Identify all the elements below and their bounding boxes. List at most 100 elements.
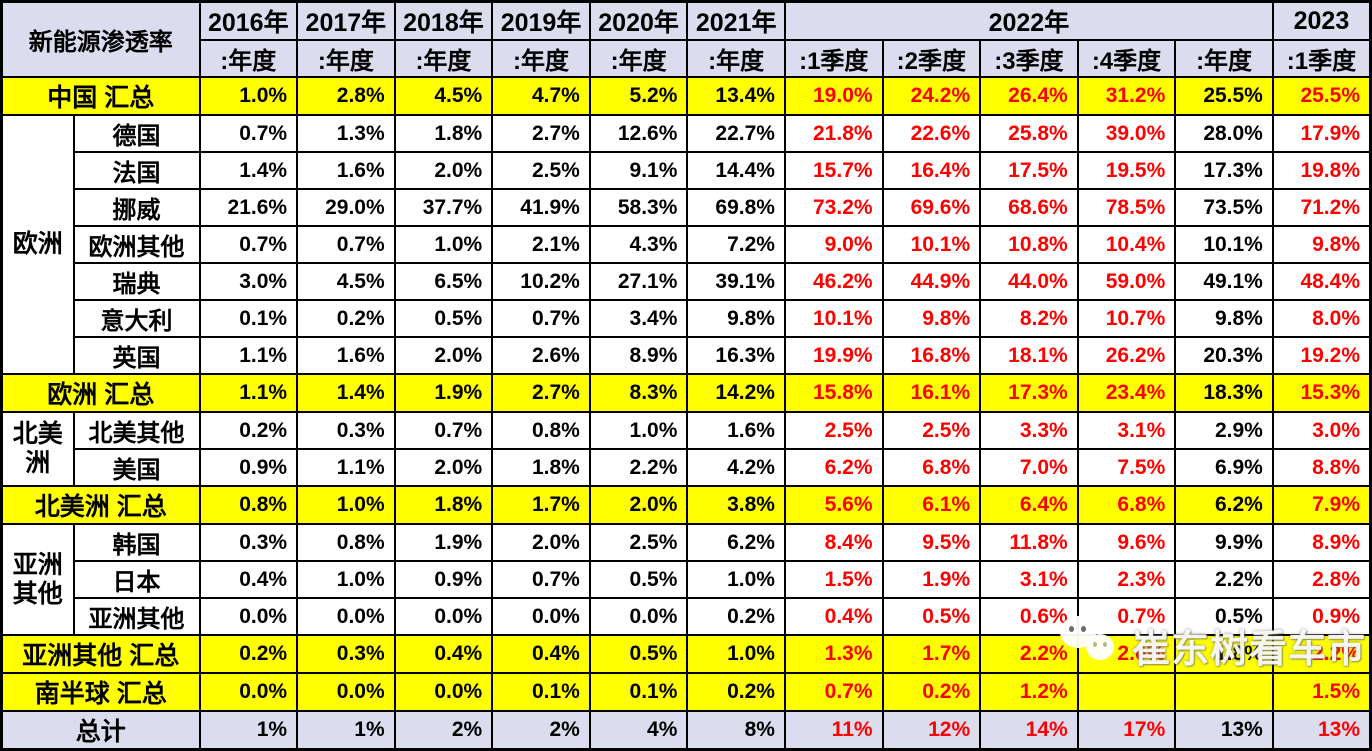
value-cell: 1.0% [686, 634, 786, 674]
value-cell: 0.0% [588, 597, 689, 636]
value-cell: 2.3% [1076, 560, 1177, 599]
value-cell: 13.4% [686, 76, 786, 116]
value-cell: 9.1% [588, 151, 689, 190]
value-cell [1174, 672, 1274, 712]
region-group-label: 欧洲 [0, 114, 75, 375]
value-cell: 9.0% [783, 225, 884, 264]
country-row-label: 意大利 [72, 299, 201, 338]
value-cell: 1.0% [393, 225, 494, 264]
value-cell: 0.4% [198, 560, 299, 599]
value-cell: 3.3% [979, 411, 1079, 450]
value-cell: 1.5% [783, 560, 884, 599]
total-row-label: 总计 [0, 710, 201, 751]
value-cell: 8.3% [588, 373, 689, 413]
value-cell: 0.3% [198, 523, 299, 562]
value-cell: 0.9% [1271, 597, 1372, 636]
value-cell: 6.2% [686, 523, 786, 562]
value-cell: 6.2% [1174, 485, 1274, 525]
value-cell: 1.9% [881, 560, 982, 599]
value-cell: 1% [296, 710, 396, 751]
value-cell: 1.0% [588, 411, 689, 450]
value-cell: 41.9% [491, 188, 591, 227]
value-cell: 19.8% [1271, 151, 1372, 190]
value-cell: 7.2% [686, 225, 786, 264]
period-header-col9: :4季度 [1076, 39, 1177, 78]
period-header-col5: :年度 [686, 39, 786, 78]
value-cell: 3.0% [1271, 411, 1372, 450]
value-cell: 3.4% [588, 299, 689, 338]
value-cell: 1% [198, 710, 299, 751]
value-cell: 2.2% [1271, 634, 1372, 674]
value-cell: 0.2% [881, 672, 982, 712]
value-cell: 19.0% [783, 76, 884, 116]
value-cell: 24.2% [881, 76, 982, 116]
value-cell: 2.0% [393, 336, 494, 375]
value-cell: 0.5% [1174, 597, 1274, 636]
value-cell: 16.4% [881, 151, 982, 190]
value-cell: 6.9% [1174, 448, 1274, 487]
value-cell: 0.7% [783, 672, 884, 712]
value-cell: 27.1% [588, 262, 689, 301]
table-row: 总计 1% 1% 2% 2% 4% 8% 11% 12% 14% 17% 13% 13% [0, 710, 1372, 751]
value-cell: 2.0% [393, 448, 494, 487]
table-row: 意大利 0.1% 0.2% 0.5% 0.7% 3.4% 9.8% 10.1% 9.8% 8.2%… [2, 299, 1372, 338]
value-cell: 0.0% [296, 597, 396, 636]
value-cell: 2.2% [588, 448, 689, 487]
value-cell: 1.7% [881, 634, 982, 674]
value-cell: 0.5% [588, 560, 689, 599]
value-cell: 14.2% [686, 373, 786, 413]
value-cell: 11% [783, 710, 884, 751]
value-cell: 1.3% [296, 114, 396, 153]
value-cell: 0.7% [1076, 597, 1177, 636]
value-cell: 1.8% [393, 485, 494, 525]
value-cell: 2.8% [296, 76, 396, 116]
value-cell: 1.2% [979, 672, 1079, 712]
year-header-2016: 2016年 [198, 0, 299, 41]
value-cell: 17.9% [1271, 114, 1372, 153]
value-cell: 8.4% [783, 523, 884, 562]
value-cell: 1.0% [198, 76, 299, 116]
table-row: 法国 1.4% 1.6% 2.0% 2.5% 9.1% 14.4% 15.7% 16.4% 17.… [2, 151, 1372, 190]
value-cell: 0.4% [783, 597, 884, 636]
value-cell: 17.3% [1174, 151, 1274, 190]
value-cell: 15.8% [783, 373, 884, 413]
value-cell: 13% [1271, 710, 1372, 751]
year-header-2022: 2022年 [783, 0, 1274, 41]
value-cell: 7.5% [1076, 448, 1177, 487]
value-cell: 0.2% [686, 672, 786, 712]
value-cell: 7.0% [979, 448, 1079, 487]
value-cell: 2.6% [491, 336, 591, 375]
value-cell: 0.0% [296, 672, 396, 712]
value-cell: 3.0% [198, 262, 299, 301]
value-cell: 17.5% [979, 151, 1079, 190]
year-header-2019: 2019年 [491, 0, 591, 41]
country-row-label: 亚洲其他 [72, 597, 201, 636]
value-cell: 10.7% [1076, 299, 1177, 338]
value-cell: 2% [491, 710, 591, 751]
value-cell: 10.1% [881, 225, 982, 264]
value-cell: 18.3% [1174, 373, 1274, 413]
country-row-label: 英国 [72, 336, 201, 375]
value-cell: 1.8% [1174, 634, 1274, 674]
value-cell: 21.8% [783, 114, 884, 153]
table-row: 欧洲 德国 0.7% 1.3% 1.8% 2.7% 12.6% 22.7% 21.8% 22.6%… [0, 114, 1372, 375]
value-cell: 0.0% [198, 672, 299, 712]
value-cell: 10.4% [1076, 225, 1177, 264]
value-cell: 0.3% [296, 634, 396, 674]
value-cell: 4.3% [588, 225, 689, 264]
table-row: 英国 1.1% 1.6% 2.0% 2.6% 8.9% 16.3% 19.9% 16.8% 18.… [2, 336, 1372, 375]
value-cell: 16.3% [686, 336, 786, 375]
value-cell: 13% [1174, 710, 1274, 751]
value-cell: 1.8% [393, 114, 494, 153]
value-cell: 3.8% [686, 485, 786, 525]
value-cell: 11.8% [979, 523, 1079, 562]
value-cell: 0.7% [198, 225, 299, 264]
value-cell: 9.6% [1076, 523, 1177, 562]
period-header-col0: :年度 [198, 39, 299, 78]
value-cell: 2.7% [491, 373, 591, 413]
value-cell: 18.1% [979, 336, 1079, 375]
value-cell: 4% [588, 710, 689, 751]
value-cell: 73.2% [783, 188, 884, 227]
table-body: 中国 汇总 1.0% 2.8% 4.5% 4.7% 5.2% 13.4% 19.0% 24.2%… [0, 76, 1372, 751]
value-cell: 1.6% [296, 336, 396, 375]
